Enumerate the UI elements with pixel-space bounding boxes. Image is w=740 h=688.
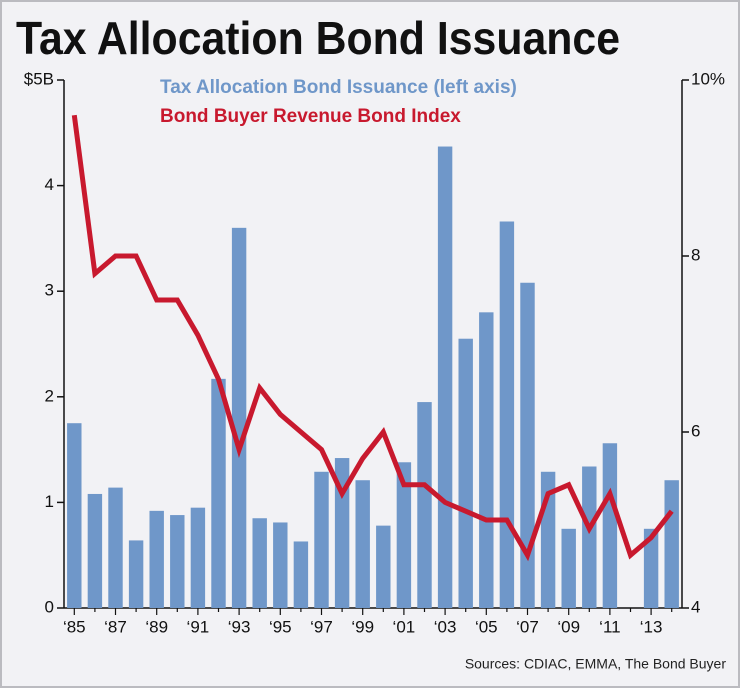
bar [314,471,329,608]
bar [355,480,370,608]
bar [170,515,185,608]
bar [149,510,164,608]
line [71,114,674,562]
x-tick-label: ‘07 [516,617,539,636]
bar [520,282,535,608]
bar [561,528,576,608]
y-tick-label: 0 [45,597,54,616]
bar [211,378,226,608]
bar [479,312,494,608]
bar [643,528,659,608]
y2-tick-label: 10% [691,69,725,88]
x-tick-label: ‘11 [599,617,620,636]
x-tick-label: ‘05 [475,617,498,636]
bar [334,458,350,608]
bar [602,443,618,608]
y-tick-label: 3 [45,281,54,300]
bar [273,522,288,608]
y-tick-label: 2 [45,386,54,405]
x-tick-label: ‘87 [104,617,127,636]
x-tick-label: ‘03 [434,617,457,636]
x-tick-label: ‘89 [145,617,168,636]
x-tick-label: ‘85 [63,617,86,636]
legend-entry: Bond Buyer Revenue Bond Index [160,106,461,127]
x-tick-label: ‘95 [269,617,292,636]
bar [252,518,267,608]
x-tick-label: ‘13 [640,617,663,636]
bar [190,507,206,608]
source-note: Sources: CDIAC, EMMA, The Bond Buyer [465,656,727,672]
bar [293,541,309,608]
legend-entry: Tax Allocation Bond Issuance (left axis) [160,77,517,98]
bar [664,480,679,608]
y2-tick-label: 6 [691,421,700,440]
y2-tick-label: 8 [691,245,700,264]
x-tick-label: ‘09 [557,617,580,636]
x-tick-label: ‘91 [187,617,210,636]
bar [417,402,432,608]
chart-title: Tax Allocation Bond Issuance [16,12,620,64]
bar [396,462,412,608]
bar [437,146,453,608]
y2-tick-label: 4 [691,597,700,616]
bar [376,525,391,608]
x-tick-label: ‘93 [228,617,251,636]
bar [499,221,515,608]
bar [231,227,247,608]
y-tick-label: $5B [24,69,54,88]
bar [128,540,144,608]
bar [458,338,473,608]
y-tick-label: 4 [45,175,54,194]
bar [582,466,597,608]
x-tick-label: ‘01 [393,617,416,636]
bar [87,493,103,608]
bar [67,423,82,608]
y-tick-label: 1 [45,492,54,511]
x-tick-label: ‘97 [310,617,333,636]
bar [108,487,123,608]
x-tick-label: ‘99 [351,617,374,636]
